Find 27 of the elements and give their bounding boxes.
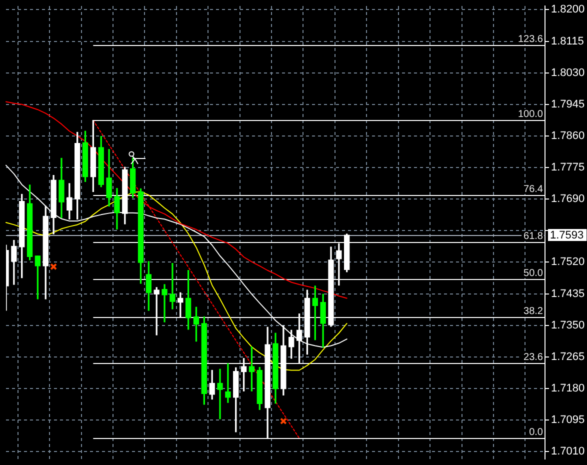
y-tick-label: 1.7690 xyxy=(551,193,585,206)
annotation: 100.0 xyxy=(518,108,544,120)
y-tick-label: 1.7435 xyxy=(551,288,585,300)
annotation: 76.4 xyxy=(524,184,544,195)
y-tick-label: 1.7095 xyxy=(551,414,585,426)
ref-line-label: 1.7593 xyxy=(550,230,584,242)
y-tick-label: 1.7520 xyxy=(551,256,585,268)
annotation: 123.6 xyxy=(518,34,544,45)
annotation: 23.6 xyxy=(524,352,544,363)
y-tick-label: 1.7860 xyxy=(551,130,585,142)
candlestick xyxy=(162,284,168,322)
y-tick-label: 1.8200 xyxy=(551,4,585,16)
candlestick xyxy=(170,262,176,310)
y-tick-label: 1.8030 xyxy=(551,66,585,79)
annotation: 38.2 xyxy=(524,306,544,317)
y-tick-label: 1.7350 xyxy=(551,319,585,332)
annotation: 0.0 xyxy=(529,426,544,438)
y-tick-label: 1.8115 xyxy=(551,35,584,48)
y-tick-label: 1.7265 xyxy=(551,350,585,363)
annotation: 61.8 xyxy=(524,230,544,242)
y-tick-label: 1.7775 xyxy=(551,162,585,174)
candlestick xyxy=(217,368,223,420)
y-tick-label: 1.7180 xyxy=(551,382,585,394)
candlestick xyxy=(225,363,231,403)
annotation: 50.0 xyxy=(524,268,544,279)
y-tick-label: 1.7945 xyxy=(551,98,585,110)
y-tick-label: 1.7010 xyxy=(551,446,585,458)
